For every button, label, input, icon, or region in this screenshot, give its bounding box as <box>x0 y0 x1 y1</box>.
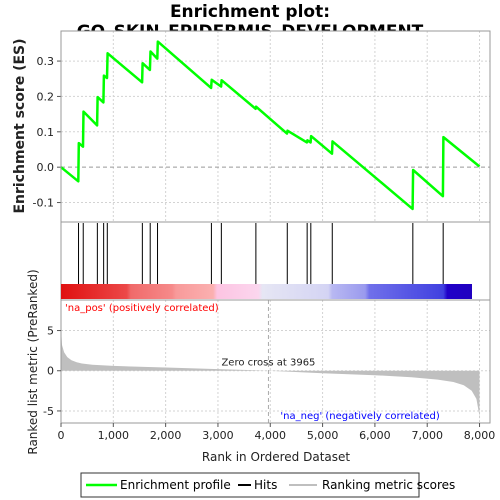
rank-x-axis: 0 1,000 2,000 3,000 4,000 5,000 6,000 7,000 8,00… <box>58 423 496 442</box>
hits-panel <box>60 221 491 301</box>
rank-xtick-label-4: 4,000 <box>255 429 287 442</box>
es-ytick-label-2: 0.1 <box>37 126 55 139</box>
zero-cross-label: Zero cross at 3965 <box>221 358 315 369</box>
es-ytick-label-4: 0.3 <box>37 55 55 68</box>
es-grid <box>60 31 490 222</box>
rank-ytick-label-0: -5 <box>43 405 54 418</box>
legend: Enrichment profile Hits Ranking metric s… <box>80 472 455 498</box>
pos-correlated-label: 'na_pos' (positively correlated) <box>65 303 219 314</box>
rank-xtick-label-8: 8,000 <box>464 429 496 442</box>
rank-xtick-label-2: 2,000 <box>150 429 182 442</box>
ranking-metric-area <box>61 328 480 421</box>
enrichment-panel: -0.1 0.0 0.1 0.2 0.3 Enrichment score (ES) <box>12 30 491 223</box>
rank-y-axis-label: Ranked list metric (PreRanked) <box>26 269 40 454</box>
neg-correlated-label: 'na_neg' (negatively correlated) <box>280 411 439 422</box>
legend-label-hits: Hits <box>254 478 277 492</box>
es-y-axis: -0.1 0.0 0.1 0.2 0.3 <box>33 55 61 210</box>
es-ytick-label-3: 0.2 <box>37 90 55 103</box>
legend-label-enrichment: Enrichment profile <box>120 478 231 492</box>
rank-ytick-label-2: 5 <box>47 325 54 338</box>
rank-x-axis-label: Rank in Ordered Dataset <box>202 450 350 464</box>
rank-ytick-label-1: 0 <box>47 365 54 378</box>
rank-color-bar <box>61 284 472 299</box>
rank-xtick-label-0: 0 <box>58 429 65 442</box>
rank-xtick-label-7: 7,000 <box>411 429 443 442</box>
es-ytick-label-0: -0.1 <box>33 197 54 210</box>
ranking-panel: -5 0 5 0 1,000 2,000 3,000 4,000 5,000 6,000 7,00… <box>26 269 495 464</box>
rank-xtick-label-5: 5,000 <box>307 429 339 442</box>
legend-label-ranking: Ranking metric scores <box>322 478 455 492</box>
enrichment-profile-line <box>60 40 481 211</box>
rank-y-axis: -5 0 5 <box>43 325 61 418</box>
hit-marks <box>78 223 444 284</box>
rank-xtick-label-6: 6,000 <box>359 429 391 442</box>
es-y-axis-label: Enrichment score (ES) <box>12 38 28 213</box>
es-ytick-label-1: 0.0 <box>37 161 55 174</box>
rank-xtick-label-3: 3,000 <box>202 429 234 442</box>
rank-xtick-label-1: 1,000 <box>98 429 130 442</box>
